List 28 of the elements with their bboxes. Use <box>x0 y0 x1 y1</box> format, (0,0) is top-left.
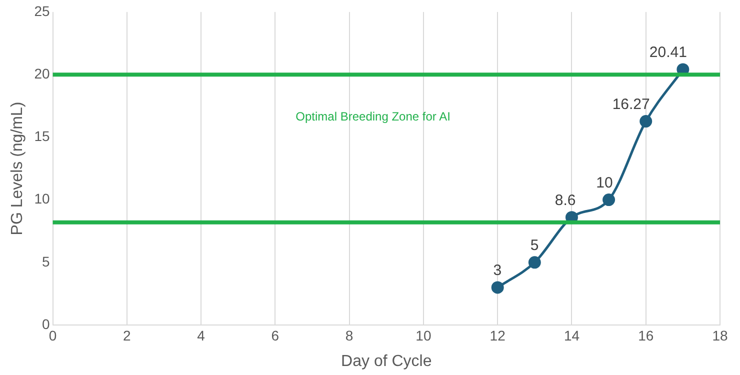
point <box>602 194 616 206</box>
x-tick-label: 10 <box>416 327 432 344</box>
x-tick-label: 12 <box>490 327 506 344</box>
x-tick-label: 2 <box>123 327 132 344</box>
x-tick-label: 14 <box>564 327 580 344</box>
point <box>528 256 541 269</box>
data-label: 20.41 <box>649 44 687 62</box>
y-tick-label: 20 <box>34 65 50 82</box>
annotation: Optimal Breeding Zone for AI <box>296 109 450 124</box>
x-tick-label: 4 <box>197 327 206 344</box>
x-axis-title: Day of Cycle <box>341 352 432 370</box>
x-tick-label: 16 <box>638 327 654 344</box>
x-tick-label: 18 <box>712 327 728 344</box>
point <box>640 115 652 128</box>
x-tick-label: 8 <box>345 327 354 344</box>
y-axis-title: PG Levels (ng/mL) <box>9 102 26 236</box>
data-label: 5 <box>530 237 539 254</box>
data-label: 16.27 <box>612 96 650 113</box>
point <box>491 281 504 294</box>
data-label: 3 <box>493 262 502 280</box>
y-tick-label: 5 <box>42 253 50 270</box>
y-tick-label: 15 <box>34 128 50 144</box>
data-label: 8.6 <box>554 192 576 209</box>
y-tick-label: 25 <box>34 2 50 19</box>
y-tick-label: 10 <box>34 190 50 207</box>
data-label: 10 <box>596 174 613 192</box>
x-tick-label: 6 <box>271 327 280 344</box>
y-tick-label: 0 <box>42 316 50 332</box>
